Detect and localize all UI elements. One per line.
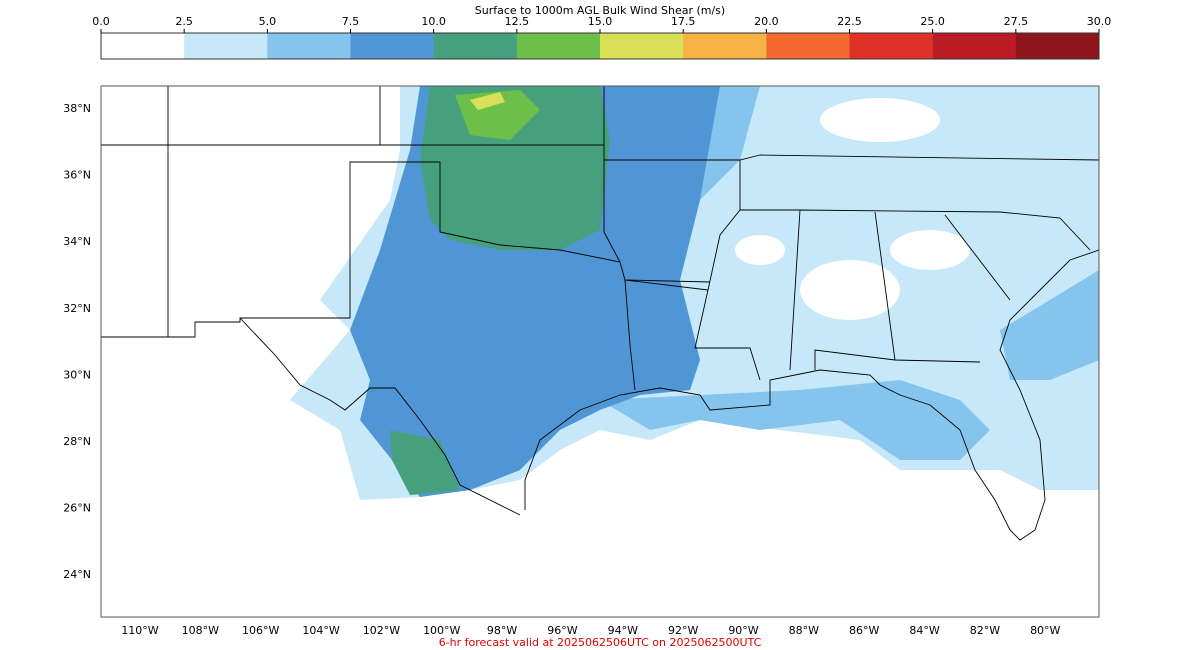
- colorbar-tick-label: 20.0: [754, 15, 779, 28]
- borders: [101, 86, 1099, 541]
- footer: 6-hr forecast valid at 2025062506UTC on …: [439, 636, 762, 649]
- lon-label: 88°W: [789, 624, 819, 637]
- lon-label: 108°W: [182, 624, 219, 637]
- field-yellow: [470, 92, 505, 110]
- field-hole: [890, 230, 970, 270]
- colorbar-tick-label: 17.5: [671, 15, 696, 28]
- colorbar: 0.0 2.5 5.0 7.5 10.0 12.5 15.0 17.5 20.0 22.5 25.0…: [92, 15, 1112, 60]
- colorbar-tick-label: 2.5: [175, 15, 193, 28]
- map-frame: [100, 85, 1100, 618]
- colorbar-tick-label: 5.0: [259, 15, 277, 28]
- lon-label: 104°W: [302, 624, 339, 637]
- colorbar-bin: [932, 33, 1017, 59]
- colorbar-tick-label: 10.0: [421, 15, 446, 28]
- lon-label: 110°W: [121, 624, 158, 637]
- lat-label: 32°N: [63, 302, 91, 315]
- lon-label: 94°W: [608, 624, 638, 637]
- field-mid: [600, 380, 990, 460]
- lon-label: 102°W: [363, 624, 400, 637]
- colorbar-bin: [849, 33, 934, 59]
- map: [100, 85, 1100, 618]
- colorbar-tick-label: 0.0: [92, 15, 110, 28]
- lon-label: 96°W: [547, 624, 577, 637]
- lat-label: 26°N: [63, 502, 91, 515]
- colorbar-tick-label: 12.5: [505, 15, 530, 28]
- lat-label: 34°N: [63, 235, 91, 248]
- lon-label: 82°W: [970, 624, 1000, 637]
- colorbar-bin: [267, 33, 351, 59]
- lon-labels: 110°W 108°W 106°W 104°W 102°W 100°W 98°W 96°W 94…: [121, 624, 1060, 637]
- colorbar-bin: [350, 33, 435, 59]
- field-hole: [820, 98, 940, 142]
- shear-field: [101, 86, 1099, 541]
- colorbar-bin: [683, 33, 767, 59]
- lat-label: 24°N: [63, 568, 91, 581]
- lat-labels: 38°N 36°N 34°N 32°N 30°N 28°N 26°N 24°N: [63, 102, 91, 581]
- lon-label: 80°W: [1030, 624, 1060, 637]
- colorbar-bin: [516, 33, 601, 59]
- lat-label: 38°N: [63, 102, 91, 115]
- colorbar-bin: [433, 33, 518, 59]
- colorbar-tick-label: 22.5: [837, 15, 862, 28]
- field-hole: [800, 260, 900, 320]
- colorbar-tick-label: 15.0: [588, 15, 613, 28]
- colorbar-tick-label: 25.0: [920, 15, 945, 28]
- colorbar-title: Surface to 1000m AGL Bulk Wind Shear (m/…: [475, 4, 725, 17]
- field-hole: [735, 235, 785, 265]
- colorbar-bin: [184, 33, 268, 59]
- lat-label: 36°N: [63, 169, 91, 182]
- lon-label: 84°W: [909, 624, 939, 637]
- colorbar-tick-label: 27.5: [1004, 15, 1029, 28]
- colorbar-tick-label: 30.0: [1087, 15, 1112, 28]
- lon-label: 100°W: [423, 624, 460, 637]
- lon-label: 106°W: [242, 624, 279, 637]
- colorbar-tick-label: 7.5: [342, 15, 360, 28]
- state-lines: [101, 86, 1099, 391]
- colorbar-bin: [101, 33, 185, 59]
- colorbar-bin: [600, 33, 684, 59]
- lon-label: 86°W: [849, 624, 879, 637]
- coastline: [239, 249, 1099, 541]
- field-mid: [1000, 270, 1099, 380]
- lon-label: 92°W: [668, 624, 698, 637]
- lon-label: 98°W: [487, 624, 517, 637]
- field-green: [390, 430, 460, 495]
- colorbar-bin: [766, 33, 850, 59]
- lon-label: 90°W: [728, 624, 758, 637]
- lat-label: 30°N: [63, 368, 91, 381]
- colorbar-bin: [1015, 33, 1100, 59]
- lat-label: 28°N: [63, 435, 91, 448]
